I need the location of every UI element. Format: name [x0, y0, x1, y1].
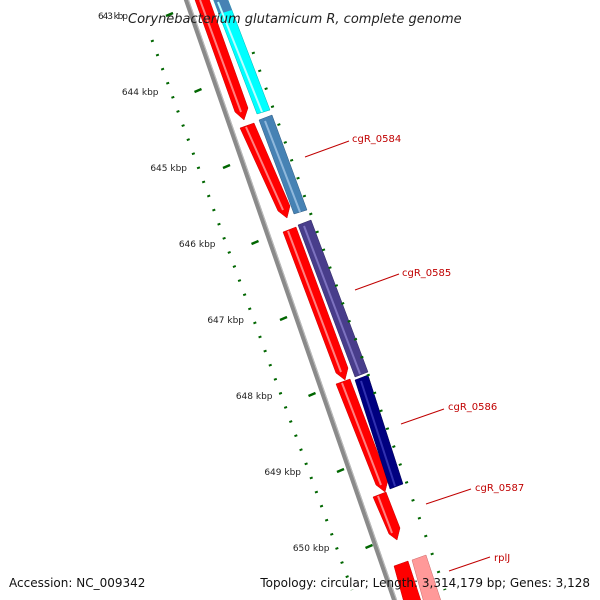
gene-label[interactable]: rplJ [494, 553, 510, 564]
major-tick-mark [336, 467, 345, 474]
tick-label: 643 kbp [98, 12, 128, 22]
tick-label: 648 kbp [236, 392, 273, 402]
cds-shine [199, 0, 242, 113]
backbone-highlight [187, 0, 398, 600]
major-tick-mark [194, 87, 202, 94]
gene-label[interactable]: cgR_0584 [352, 134, 401, 145]
major-tick-mark [251, 239, 259, 246]
tick-label: 645 kbp [150, 164, 187, 174]
accession-text: Accession: NC_009342 [9, 576, 146, 590]
ruler-ticks [150, 39, 447, 591]
gene-feature-slate[interactable] [297, 219, 369, 378]
genome-summary: Topology: circular; Length: 3,314,179 bp… [260, 576, 590, 590]
gene-label[interactable]: cgR_0586 [448, 402, 497, 413]
cds-feature[interactable] [393, 560, 424, 600]
gene-label-leader [304, 140, 350, 158]
backbone-line [183, 0, 398, 600]
major-tick-mark [165, 11, 174, 18]
map-title: Corynebacterium glutamicum R, complete g… [128, 12, 462, 27]
gene-label-leader [400, 408, 445, 425]
gene-label[interactable]: cgR_0587 [475, 483, 524, 494]
outer-dashes [251, 51, 447, 591]
major-ticks: 643 kbp 644 kbp 645 kbp 646 kbp 647 kbp 648 k… [98, 11, 373, 554]
tick-label: 650 kbp [293, 544, 330, 554]
gene-label[interactable]: cgR_0585 [402, 268, 451, 279]
tick-label: 646 kbp [179, 240, 216, 250]
genome-strip [183, 0, 444, 600]
cds-shine [341, 382, 382, 486]
major-tick-mark [308, 391, 316, 398]
cds-shine [287, 230, 342, 373]
gene-shine [303, 225, 361, 375]
cds-shine [245, 126, 284, 211]
gene-feature-pink[interactable] [411, 554, 444, 600]
gene-feature-steel[interactable] [258, 114, 308, 215]
gene-label-leader [354, 273, 400, 291]
major-tick-mark [365, 543, 373, 550]
gene-shine [217, 1, 263, 113]
gene-shine [264, 120, 301, 213]
tick-label: 649 kbp [264, 468, 301, 478]
major-tick-mark [279, 315, 288, 322]
gene-shine [360, 380, 396, 487]
gene-label-leader [425, 488, 472, 505]
gene-labels: cgR_0584 cgR_0585 cgR_0586 cgR_0587 rplJ [304, 134, 524, 572]
major-tick-mark [222, 163, 231, 170]
tick-label: 644 kbp [122, 88, 159, 98]
gene-label-leader [448, 556, 491, 572]
cds-shine [377, 495, 393, 534]
gene-feature-navy[interactable] [354, 374, 404, 490]
tick-label: 647 kbp [207, 316, 244, 326]
